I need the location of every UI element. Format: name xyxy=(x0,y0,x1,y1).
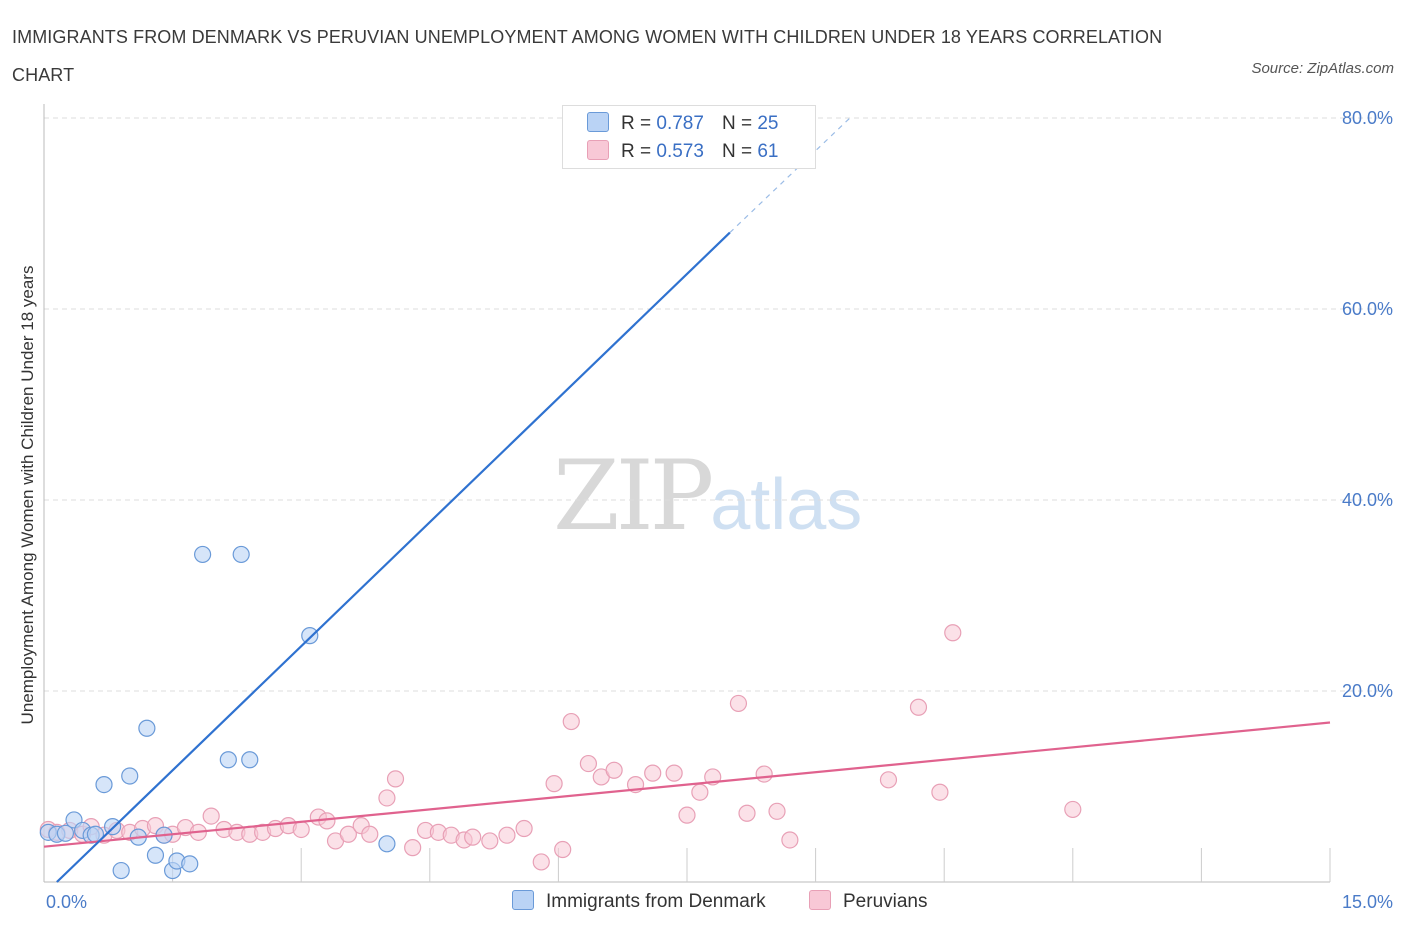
series-legend: Immigrants from Denmark Peruvians xyxy=(0,888,1406,916)
peruvians-point xyxy=(678,806,696,824)
peruvians-point xyxy=(339,825,357,843)
denmark-point xyxy=(121,767,139,785)
peruvians-swatch xyxy=(587,140,609,160)
peruvians-point xyxy=(691,783,709,801)
denmark-point xyxy=(112,861,130,880)
denmark-point xyxy=(194,545,212,564)
denmark-point xyxy=(95,775,113,794)
denmark-point xyxy=(56,824,75,842)
peruvians-point xyxy=(1064,800,1082,819)
denmark-trend-extension xyxy=(729,117,851,234)
peruvians-point xyxy=(579,754,598,773)
peruvians-point xyxy=(545,775,563,793)
peruvians-point xyxy=(879,771,898,789)
peruvians-point xyxy=(292,820,310,839)
peruvians-point xyxy=(386,770,405,788)
n-label: N = xyxy=(721,141,753,162)
peruvians-point xyxy=(532,853,550,871)
peruvians-point xyxy=(498,826,516,844)
denmark-point xyxy=(241,751,259,769)
peruvians-point xyxy=(909,698,928,716)
peruvians-point xyxy=(729,694,748,713)
peruvians-point xyxy=(755,765,773,783)
peruvians-point xyxy=(481,832,499,850)
peruvians-trend-line xyxy=(43,721,1331,848)
legend-item-peruvians[interactable]: Peruvians xyxy=(809,888,928,916)
legend-item-denmark[interactable]: Immigrants from Denmark xyxy=(512,888,766,916)
r-label: R = xyxy=(621,113,652,134)
r-value-peruvians: 0.573 xyxy=(656,141,704,162)
peruvians-legend-swatch xyxy=(809,890,831,910)
stats-row-peruvians: R = 0.573 N = 61 xyxy=(587,140,778,164)
source-label: Source: ZipAtlas.com xyxy=(1251,60,1394,77)
r-value-denmark: 0.787 xyxy=(656,113,704,134)
peruvians-point xyxy=(554,840,572,859)
denmark-point xyxy=(301,627,319,645)
legend-label-peruvians: Peruvians xyxy=(843,891,928,912)
peruvians-point xyxy=(202,807,220,825)
peruvians-point xyxy=(665,764,683,782)
peruvians-point xyxy=(404,839,422,857)
x-tick-label: 0.0% xyxy=(46,892,87,912)
denmark-trend-line xyxy=(56,231,731,883)
peruvians-point xyxy=(378,789,396,807)
y-tick-label: 20.0% xyxy=(1342,681,1393,701)
x-tick-label: 15.0% xyxy=(1342,892,1393,912)
n-value-peruvians: 61 xyxy=(757,141,779,162)
y-tick-label: 40.0% xyxy=(1342,490,1393,510)
peruvians-point xyxy=(738,804,756,822)
n-label: N = xyxy=(721,113,753,134)
stats-legend: R = 0.787 N = 25 R = 0.573 N = 61 xyxy=(562,105,816,169)
chart-title: IMMIGRANTS FROM DENMARK VS PERUVIAN UNEM… xyxy=(12,27,1163,85)
y-tick-label: 80.0% xyxy=(1342,108,1393,128)
denmark-point xyxy=(232,545,250,564)
peruvians-point xyxy=(768,802,786,820)
denmark-point xyxy=(181,855,199,873)
denmark-point xyxy=(138,719,156,737)
watermark-zip: ZIP xyxy=(553,440,714,552)
denmark-point xyxy=(378,835,396,853)
denmark-swatch xyxy=(587,112,609,132)
stats-row-denmark: R = 0.787 N = 25 xyxy=(587,112,778,136)
y-tick-label: 60.0% xyxy=(1342,299,1393,319)
peruvians-point xyxy=(361,825,379,843)
peruvians-point xyxy=(515,819,533,838)
watermark: ZIPatlas xyxy=(553,440,862,552)
denmark-legend-swatch xyxy=(512,890,534,910)
watermark-atlas: atlas xyxy=(710,465,863,545)
r-label: R = xyxy=(621,141,652,162)
peruvians-point xyxy=(781,831,799,849)
n-value-denmark: 25 xyxy=(757,113,779,134)
peruvians-point xyxy=(562,712,580,731)
peruvians-point xyxy=(944,624,962,642)
denmark-point xyxy=(146,846,165,864)
peruvians-point xyxy=(605,761,623,779)
legend-label-denmark: Immigrants from Denmark xyxy=(546,891,766,912)
denmark-point xyxy=(219,751,237,769)
peruvians-point xyxy=(464,828,482,846)
peruvians-point xyxy=(644,764,662,782)
peruvians-point xyxy=(931,783,949,801)
